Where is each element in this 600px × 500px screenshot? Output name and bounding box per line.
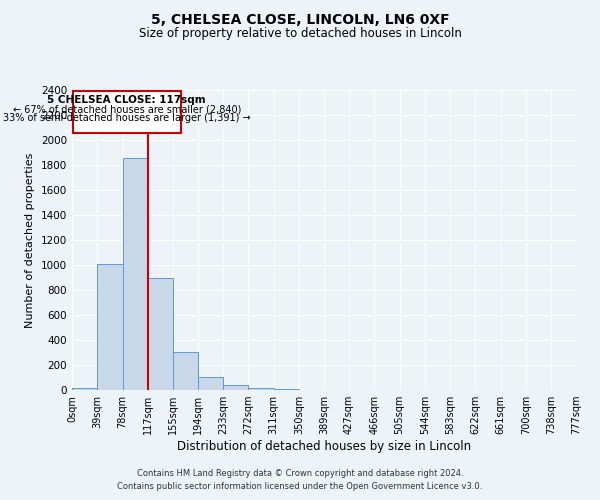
Bar: [122, 158, 148, 390]
Y-axis label: Number of detached properties: Number of detached properties: [25, 152, 35, 328]
Bar: [274, 389, 299, 390]
Text: Contains public sector information licensed under the Open Government Licence v3: Contains public sector information licen…: [118, 482, 482, 491]
Text: 33% of semi-detached houses are larger (1,391) →: 33% of semi-detached houses are larger (…: [3, 113, 251, 123]
Text: 5, CHELSEA CLOSE, LINCOLN, LN6 0XF: 5, CHELSEA CLOSE, LINCOLN, LN6 0XF: [151, 12, 449, 26]
X-axis label: Distribution of detached houses by size in Lincoln: Distribution of detached houses by size …: [177, 440, 471, 453]
Text: Contains HM Land Registry data © Crown copyright and database right 2024.: Contains HM Land Registry data © Crown c…: [137, 468, 463, 477]
Bar: [248, 388, 274, 390]
Text: ← 67% of detached houses are smaller (2,840): ← 67% of detached houses are smaller (2,…: [13, 104, 241, 115]
Bar: [198, 377, 223, 390]
Bar: [148, 278, 173, 390]
Text: Size of property relative to detached houses in Lincoln: Size of property relative to detached ho…: [139, 28, 461, 40]
Bar: [223, 385, 248, 390]
Text: 5 CHELSEA CLOSE: 117sqm: 5 CHELSEA CLOSE: 117sqm: [47, 95, 206, 105]
FancyBboxPatch shape: [73, 91, 181, 133]
Bar: [72, 388, 97, 390]
Bar: [97, 264, 122, 390]
Bar: [173, 352, 198, 390]
